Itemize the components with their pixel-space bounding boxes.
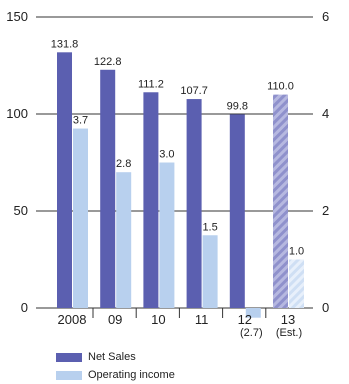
data-label-operating-income: 1.0 — [289, 246, 304, 258]
bar-operating-income — [202, 235, 218, 308]
bar-layer — [57, 52, 304, 318]
data-label-operating-income: 2.8 — [116, 158, 131, 170]
label-layer: 131.8 3.7 122.8 2.8 111.2 3.0 107.7 1.5 99.8 (2.7… — [51, 38, 304, 339]
bar-operating-income — [245, 308, 261, 318]
data-label-operating-income: 3.0 — [159, 149, 174, 161]
data-label-operating-income: 1.5 — [202, 221, 217, 233]
legend-swatch-operating-income — [56, 370, 82, 380]
right-axis-tick-label: 0 — [322, 300, 329, 315]
bar-operating-income — [116, 172, 132, 308]
data-label-operating-income: (2.7) — [240, 327, 263, 339]
left-axis-tick-label: 0 — [21, 300, 28, 315]
data-label-net-sales: 107.7 — [180, 85, 208, 97]
bar-net-sales — [100, 69, 116, 308]
legend-item-operating-income: Operating income — [56, 366, 175, 384]
data-label-net-sales: 99.8 — [227, 100, 248, 112]
bar-net-sales — [186, 99, 202, 308]
legend-label-net-sales: Net Sales — [88, 351, 136, 363]
data-label-net-sales: 111.2 — [138, 78, 164, 90]
category-label: 10 — [151, 312, 165, 327]
legend-label-operating-income: Operating income — [88, 369, 175, 381]
data-label-net-sales: 131.8 — [51, 38, 79, 50]
legend-item-net-sales: Net Sales — [56, 348, 175, 366]
left-axis-tick-label: 50 — [14, 203, 28, 218]
bar-net-sales — [57, 52, 72, 308]
axis-layer: 0 50 100 150 0 2 4 6 2008 09 10 11 12 13(Est.) — [6, 9, 329, 339]
right-axis-tick-label: 2 — [322, 203, 329, 218]
chart: 131.8 3.7 122.8 2.8 111.2 3.0 107.7 1.5 99.8 (2.7… — [6, 9, 329, 339]
bar-operating-income — [289, 259, 304, 308]
bar-operating-income — [159, 162, 175, 308]
category-label: 12 — [238, 312, 252, 327]
left-axis-tick-label: 100 — [6, 106, 28, 121]
category-label: 2008 — [58, 312, 87, 327]
bar-net-sales — [229, 114, 245, 308]
category-label: 13 — [281, 312, 295, 327]
bar-net-sales — [143, 92, 159, 308]
data-label-net-sales: 110.0 — [267, 81, 294, 93]
right-axis-tick-label: 6 — [322, 9, 329, 24]
category-label: (Est.) — [276, 327, 302, 339]
legend-swatch-net-sales — [56, 352, 82, 362]
bar-operating-income — [73, 128, 88, 308]
category-label: 11 — [195, 312, 209, 327]
data-label-net-sales: 122.8 — [94, 56, 122, 68]
data-label-operating-income: 3.7 — [73, 115, 88, 127]
legend: Net Sales Operating income — [56, 348, 175, 384]
category-label: 09 — [108, 312, 122, 327]
bar-net-sales — [273, 94, 288, 308]
left-axis-tick-label: 150 — [6, 9, 28, 24]
right-axis-tick-label: 4 — [322, 106, 329, 121]
